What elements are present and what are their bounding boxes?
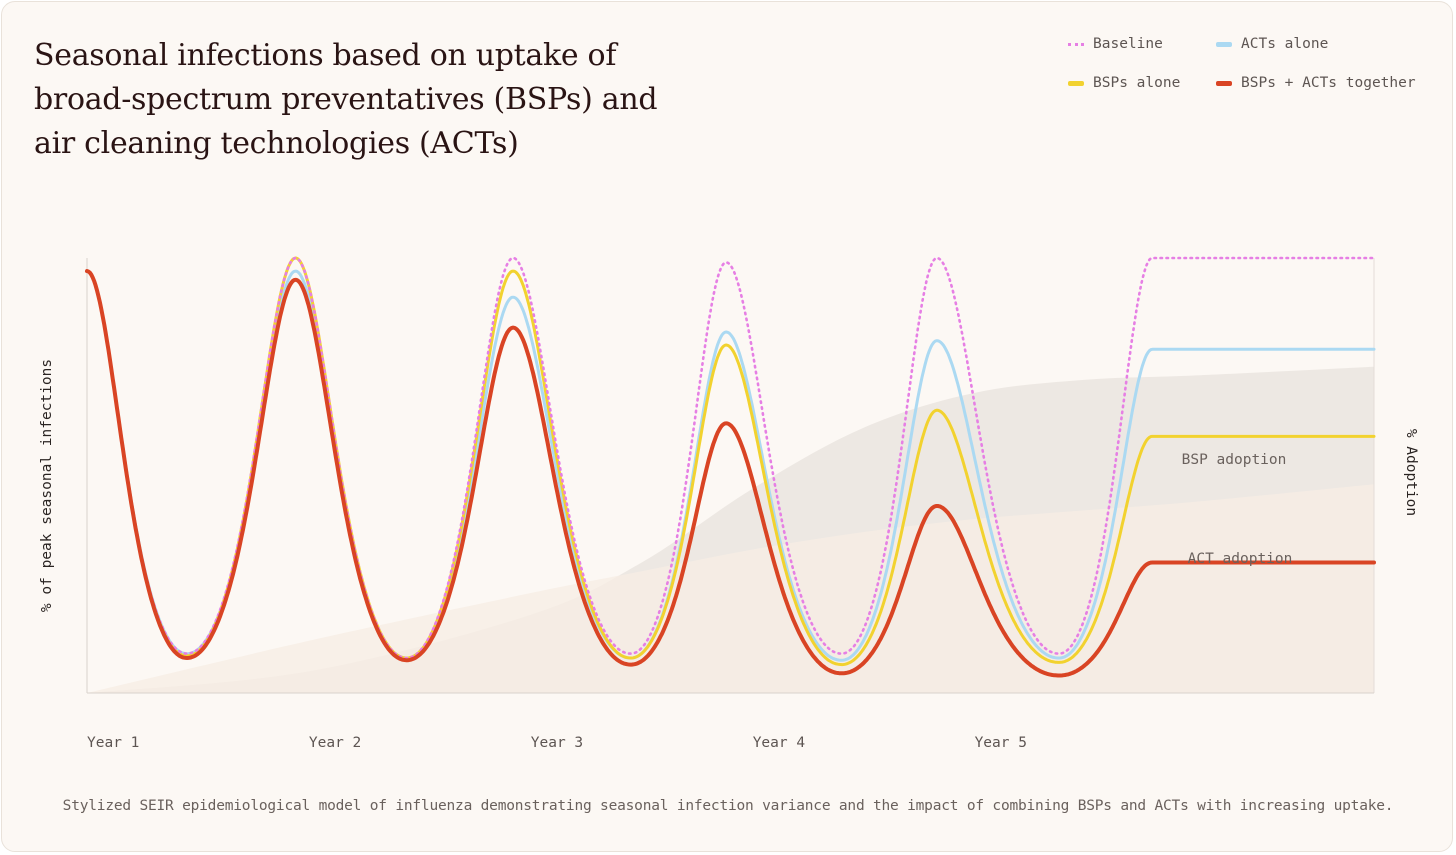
series-line-baseline bbox=[85, 256, 1376, 660]
series-lines bbox=[85, 256, 1376, 678]
legend-label-acts-alone: ACTs alone bbox=[1241, 36, 1329, 52]
legend-label-bsps-alone: BSPs alone bbox=[1093, 75, 1181, 91]
chart-title: Seasonal infections based on uptake of b… bbox=[34, 38, 658, 161]
series-line-bsps-alone bbox=[85, 256, 1376, 667]
x-tick-label: Year 4 bbox=[753, 735, 806, 751]
legend-swatch-bsps-alone bbox=[1068, 80, 1084, 86]
y-axis-label: % of peak seasonal infections bbox=[39, 359, 55, 612]
axes bbox=[86, 258, 1375, 694]
x-tick-label: Year 5 bbox=[975, 735, 1027, 751]
chart-labels: Year 1 Year 2 Year 3 Year 4 Year 5 % of peak … bbox=[39, 359, 1419, 751]
legend: Baseline ACTs alone BSPs alone BSPs + AC… bbox=[1068, 32, 1448, 102]
legend-label-bsps-acts-together: BSPs + ACTs together bbox=[1241, 75, 1416, 91]
legend-swatch-baseline bbox=[1068, 42, 1084, 46]
legend-item-bsps-alone: BSPs alone bbox=[1068, 75, 1180, 91]
x-tick-label: Year 2 bbox=[309, 735, 361, 751]
y-axis-label-right: % Adoption bbox=[1403, 429, 1419, 516]
adoption-areas bbox=[87, 366, 1374, 693]
legend-item-baseline: Baseline bbox=[1068, 36, 1163, 52]
act-adoption-area bbox=[87, 484, 1374, 693]
legend-swatch-bsps-acts-together bbox=[1216, 80, 1232, 86]
legend-label-baseline: Baseline bbox=[1093, 36, 1163, 52]
x-tick-label: Year 1 bbox=[87, 735, 139, 751]
x-tick-label: Year 3 bbox=[531, 735, 583, 751]
series-line-bsps-acts-together bbox=[85, 269, 1376, 678]
bsp-adoption-label: BSP adoption bbox=[1182, 452, 1287, 468]
legend-item-bsps-acts-together: BSPs + ACTs together bbox=[1216, 75, 1416, 91]
chart-caption: Stylized SEIR epidemiological model of i… bbox=[62, 798, 1394, 814]
legend-swatch-acts-alone bbox=[1216, 41, 1232, 47]
series-line-acts-alone bbox=[85, 269, 1376, 662]
legend-item-acts-alone: ACTs alone bbox=[1216, 36, 1328, 52]
act-adoption-label: ACT adoption bbox=[1188, 551, 1293, 567]
chart-svg: Year 1 Year 2 Year 3 Year 4 Year 5 % of peak … bbox=[39, 256, 1419, 751]
